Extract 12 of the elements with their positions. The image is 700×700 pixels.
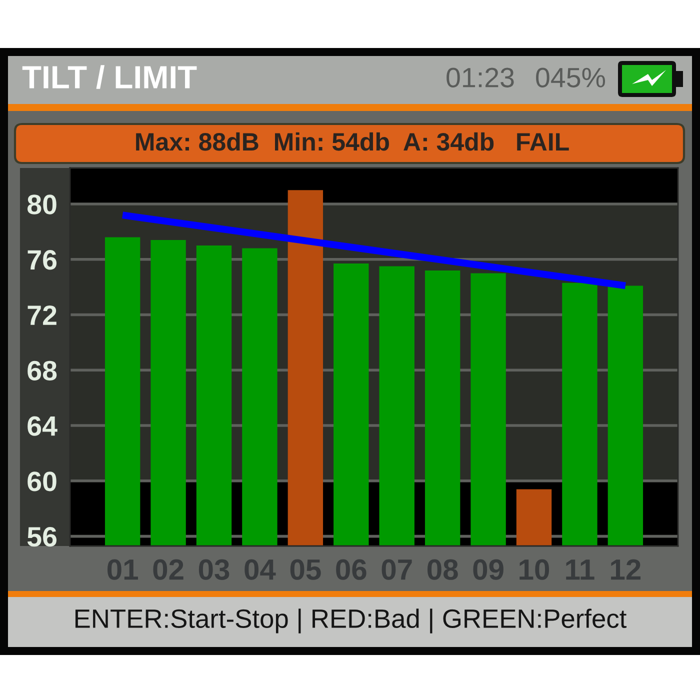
y-tick-label: 64 [28,416,58,436]
text: 045% [536,68,606,88]
y-tick-label: 80 [27,194,56,214]
text: 01:23 [446,68,514,88]
chart-subtitle: Max: 88dB Min: 54db A: 34db FAIL [136,132,569,151]
y-tick-label: 76 [28,250,56,270]
text: ENTER:Start-Stop | RED:Bad | GREEN:Perfect [75,608,626,634]
chart-title: TILT / LIMIT [22,65,197,89]
y-tick-label: 60 [28,472,56,492]
y-tick-label: 56 [27,526,56,547]
y-tick-label: 68 [28,360,57,380]
y-tick-label: 72 [28,305,56,325]
